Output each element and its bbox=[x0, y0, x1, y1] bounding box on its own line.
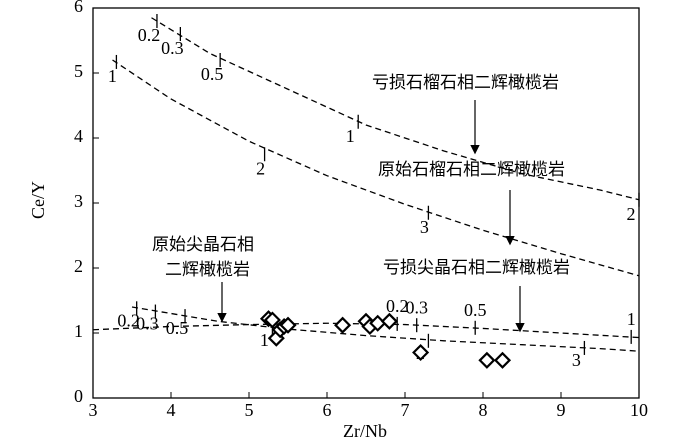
x-tick-label: 10 bbox=[630, 400, 648, 420]
y-tick-label: 1 bbox=[74, 321, 83, 341]
data-point bbox=[279, 316, 297, 334]
x-tick-label: 9 bbox=[557, 400, 566, 420]
x-tick-label: 3 bbox=[89, 400, 98, 420]
y-axis-label: Ce/Y bbox=[28, 181, 48, 219]
y-tick-label: 0 bbox=[74, 386, 83, 406]
melt-label: 1 bbox=[260, 330, 269, 350]
x-tick-label: 8 bbox=[479, 400, 488, 420]
data-point bbox=[334, 316, 352, 334]
curve-name: 亏损尖晶石相二辉橄榄岩 bbox=[383, 258, 570, 278]
curve-name: 原始尖晶石相 bbox=[152, 235, 254, 255]
model-curve bbox=[131, 306, 640, 352]
curve-name: 二辉橄榄岩 bbox=[165, 260, 250, 280]
data-point bbox=[380, 312, 398, 330]
x-tick-label: 7 bbox=[401, 400, 410, 420]
data-point bbox=[493, 351, 512, 369]
data-point bbox=[412, 343, 430, 362]
melt-label: 0.3 bbox=[136, 314, 159, 334]
melt-label: 0.2 bbox=[117, 310, 140, 330]
melt-label: 0.3 bbox=[161, 38, 184, 58]
curve-name: 原始石榴石相二辉橄榄岩 bbox=[378, 160, 565, 180]
y-tick-label: 5 bbox=[74, 61, 83, 81]
x-tick-label: 4 bbox=[167, 400, 176, 420]
data-point bbox=[263, 311, 281, 329]
melt-label: 0.3 bbox=[405, 297, 428, 317]
plot-frame bbox=[92, 7, 640, 399]
melt-label: 2 bbox=[256, 158, 265, 178]
data-point bbox=[478, 351, 496, 369]
melt-label: 1 bbox=[108, 66, 117, 86]
y-tick-label: 2 bbox=[74, 256, 83, 276]
curve-name: 亏损石榴石相二辉橄榄岩 bbox=[372, 73, 559, 93]
y-tick-label: 6 bbox=[74, 0, 83, 16]
melt-label: 0.5 bbox=[166, 318, 189, 338]
melt-label: 0.2 bbox=[138, 25, 161, 45]
x-tick-label: 6 bbox=[323, 400, 332, 420]
y-tick-label: 3 bbox=[74, 191, 83, 211]
melt-label: 1 bbox=[346, 126, 355, 146]
melt-label: 3 bbox=[572, 350, 581, 370]
x-axis-label: Zr/Nb bbox=[343, 421, 387, 441]
melt-label: 0.5 bbox=[201, 64, 224, 84]
melt-label: 2 bbox=[627, 204, 636, 224]
model-curve bbox=[112, 59, 640, 277]
melt-label: 0.2 bbox=[386, 296, 409, 316]
melt-label: 0.5 bbox=[464, 300, 487, 320]
melt-label: 3 bbox=[420, 217, 429, 237]
x-tick-label: 5 bbox=[245, 400, 254, 420]
melt-label: 1 bbox=[627, 309, 636, 329]
model-curve bbox=[151, 17, 640, 201]
y-tick-label: 4 bbox=[74, 126, 83, 146]
